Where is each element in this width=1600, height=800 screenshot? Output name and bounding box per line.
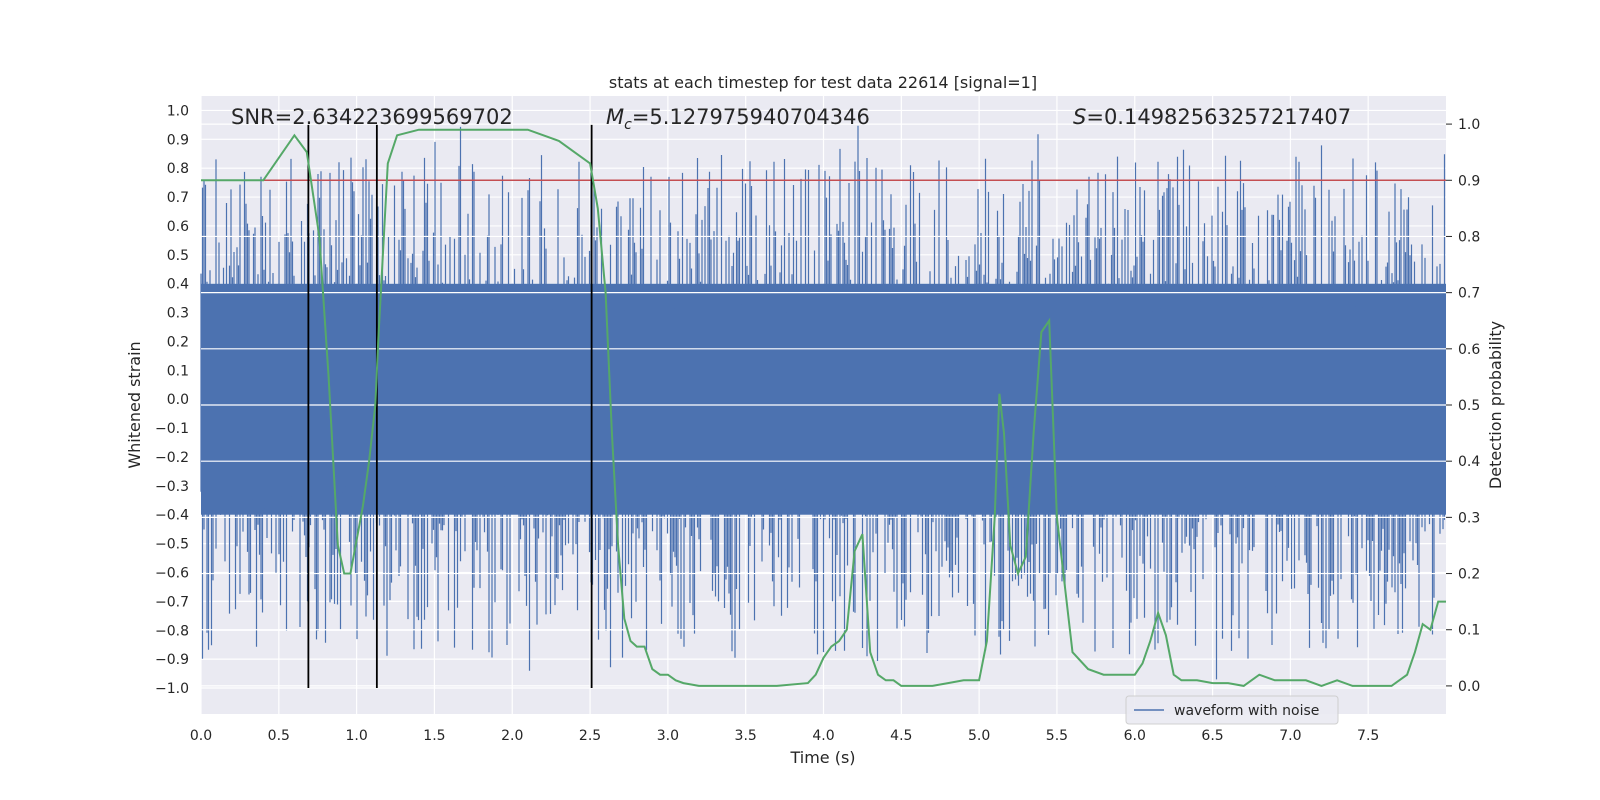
waveform-with-noise-line	[200, 125, 1446, 680]
legend-box	[1125, 695, 1339, 725]
y2-axis-label: Detection probability	[1486, 321, 1505, 489]
x-tick-label: 0.5	[268, 728, 290, 744]
x-tick-label: 2.0	[501, 728, 523, 744]
x-axis-label: Time (s)	[789, 748, 855, 767]
x-tick-label: 2.5	[579, 728, 601, 744]
x-tick-label: 7.5	[1357, 728, 1379, 744]
x-tick-label: 3.5	[735, 728, 757, 744]
chirp-mass-annotation: Mc=5.127975940704346	[606, 105, 870, 133]
y-tick-label: 0.3	[167, 306, 189, 322]
y-axis-label: Whitened strain	[125, 341, 144, 468]
x-tick-label: 5.0	[968, 728, 990, 744]
y-tick-label: −0.8	[155, 623, 189, 639]
chirp-mass-subscript: c	[624, 117, 632, 133]
x-tick-label: 7.0	[1279, 728, 1301, 744]
y-tick-label: −0.7	[155, 594, 189, 610]
y2-tick-label: 0.4	[1458, 454, 1480, 470]
y-tick-label: 0.2	[167, 334, 189, 350]
y-tick-label: −0.4	[155, 508, 189, 524]
snr-annotation: SNR=2.634223699569702	[231, 105, 513, 129]
y2-tick-label: 0.8	[1458, 229, 1480, 245]
x-axis-ticks: 0.0 0.5 1.0 1.5 2.0 2.5 3.0 3.5 4.0 4.5 5.0 5.5 6.0 6…	[190, 728, 1379, 744]
y-tick-label: 0.6	[167, 219, 189, 235]
y-tick-label: 1.0	[167, 103, 189, 119]
x-tick-label: 5.5	[1046, 728, 1068, 744]
y2-tick-label: 0.9	[1458, 173, 1480, 189]
y-tick-label: 0.8	[167, 161, 189, 177]
x-tick-label: 4.5	[890, 728, 912, 744]
y-tick-label: −0.3	[155, 479, 189, 495]
spin-value: =0.14982563257217407	[1086, 105, 1351, 129]
x-tick-label: 1.0	[345, 728, 367, 744]
vertical-markers	[307, 124, 593, 689]
y2-tick-label: 0.7	[1458, 286, 1480, 302]
y-tick-label: −0.6	[155, 565, 189, 581]
chirp-mass-symbol: M	[606, 105, 624, 129]
y-tick-label: −0.2	[155, 450, 189, 466]
x-tick-label: 6.5	[1201, 728, 1223, 744]
y2-tick-label: 1.0	[1458, 117, 1480, 133]
legend-label-waveform: waveform with noise	[1174, 703, 1319, 719]
y-tick-label: 0.5	[167, 248, 189, 264]
y2-tick-label: 0.0	[1458, 679, 1480, 695]
y2-tick-label: 0.1	[1458, 623, 1480, 639]
chirp-mass-value: =5.127975940704346	[632, 105, 870, 129]
x-tick-label: 3.0	[657, 728, 679, 744]
detection-probability-line	[201, 128, 1446, 687]
legend: waveform with noise	[1125, 695, 1339, 725]
spin-annotation: S=0.14982563257217407	[1073, 105, 1351, 129]
x-tick-label: 0.0	[190, 728, 212, 744]
y-tick-label: 0.7	[167, 190, 189, 206]
y-tick-label: 0.0	[167, 392, 189, 408]
waveform-series	[200, 123, 1446, 687]
y-tick-label: 0.9	[167, 132, 189, 148]
y-axis-ticks: 1.0 0.9 0.8 0.7 0.6 0.5 0.4 0.3 0.2 0.1 0.0 −0.1 −0.…	[155, 103, 189, 697]
spin-symbol: S	[1073, 105, 1086, 129]
chart-title: stats at each timestep for test data 226…	[609, 73, 1037, 92]
x-tick-label: 4.0	[812, 728, 834, 744]
y-tick-label: 0.1	[167, 363, 189, 379]
y2-tick-label: 0.5	[1458, 398, 1480, 414]
y-tick-label: −1.0	[155, 681, 189, 697]
y-tick-label: 0.4	[167, 277, 189, 293]
y-tick-label: −0.9	[155, 652, 189, 668]
x-tick-label: 1.5	[423, 728, 445, 744]
x-tick-label: 6.0	[1124, 728, 1146, 744]
y2-tick-label: 0.2	[1458, 567, 1480, 583]
y-tick-label: −0.5	[155, 537, 189, 553]
y2-tick-label: 0.3	[1458, 510, 1480, 526]
y2-axis-ticks: 1.0 0.9 0.8 0.7 0.6 0.5 0.4 0.3 0.2 0.1 0.0	[1446, 117, 1480, 695]
probability-series	[201, 128, 1446, 687]
y2-tick-label: 0.6	[1458, 342, 1480, 358]
y-tick-label: −0.1	[155, 421, 189, 437]
